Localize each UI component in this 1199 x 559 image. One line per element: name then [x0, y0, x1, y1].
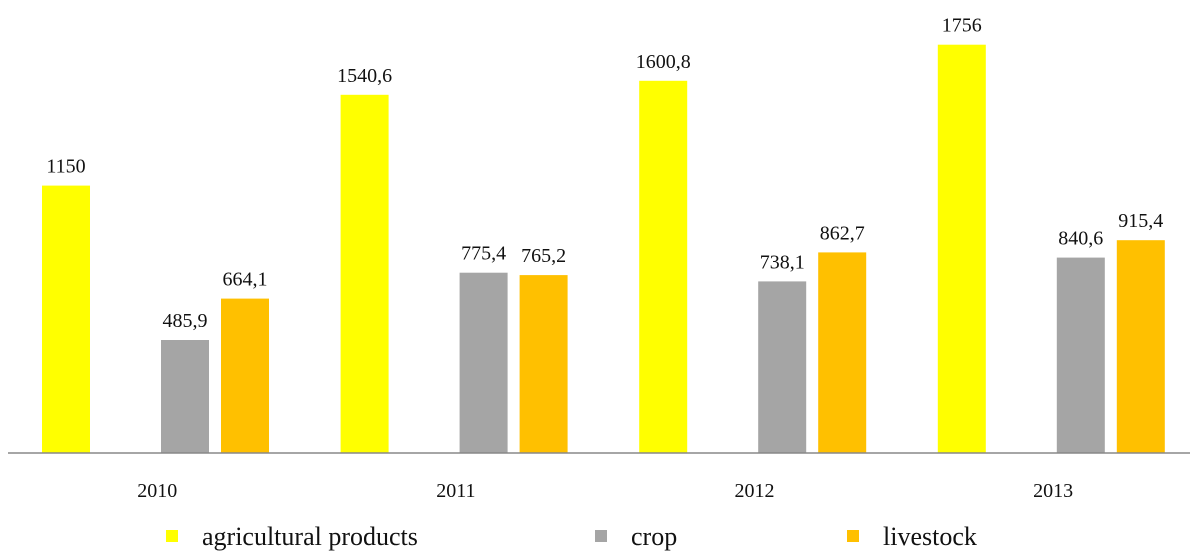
legend-swatch-livestock: [847, 530, 859, 542]
bar-livestock-2011: [519, 275, 568, 453]
x-tick-label-2013: 2013: [1033, 480, 1073, 502]
data-label-crop-2012: 738,1: [760, 251, 805, 273]
bar-agricultural-products-2010: [42, 185, 90, 453]
data-label-agricultural-products-2010: 1150: [46, 156, 85, 178]
data-label-livestock-2010: 664,1: [223, 269, 268, 291]
legend-label-livestock: livestock: [883, 522, 977, 551]
bar-agricultural-products-2011: [340, 94, 389, 454]
bar-livestock-2012: [818, 252, 867, 453]
bar-agricultural-products-2012: [639, 80, 688, 454]
legend-swatch-crop: [595, 530, 607, 542]
data-labels-group: 1150 485,9 664,1 1540,6 775,4 765,2 1600,8 738,…: [46, 15, 1163, 332]
bar-crop-2010: [161, 340, 209, 453]
x-tick-labels-group: 2010 2011 2012 2013: [137, 480, 1073, 502]
bar-crop-2011: [459, 272, 508, 453]
data-label-livestock-2013: 915,4: [1118, 210, 1163, 232]
data-label-crop-2013: 840,6: [1058, 228, 1103, 250]
x-tick-label-2010: 2010: [137, 480, 177, 502]
bar-crop-2013: [1056, 257, 1105, 453]
bar-agricultural-products-2013: [937, 44, 986, 453]
data-label-agricultural-products-2012: 1600,8: [636, 51, 691, 73]
data-label-livestock-2011: 765,2: [521, 245, 566, 267]
data-label-crop-2010: 485,9: [163, 310, 208, 332]
bars-group: [42, 44, 1165, 454]
legend: agricultural products crop livestock: [166, 522, 977, 551]
legend-label-agricultural-products: agricultural products: [202, 522, 418, 551]
bar-crop-2012: [758, 281, 807, 453]
data-label-livestock-2012: 862,7: [820, 222, 865, 244]
data-label-crop-2011: 775,4: [461, 243, 506, 265]
legend-swatch-agricultural-products: [166, 530, 178, 542]
bar-livestock-2013: [1116, 240, 1165, 453]
data-label-agricultural-products-2011: 1540,6: [337, 65, 392, 87]
bar-livestock-2010: [221, 298, 269, 453]
legend-label-crop: crop: [631, 522, 677, 551]
x-tick-label-2011: 2011: [436, 480, 475, 502]
x-tick-label-2012: 2012: [735, 480, 775, 502]
data-label-agricultural-products-2013: 1756: [942, 15, 982, 37]
